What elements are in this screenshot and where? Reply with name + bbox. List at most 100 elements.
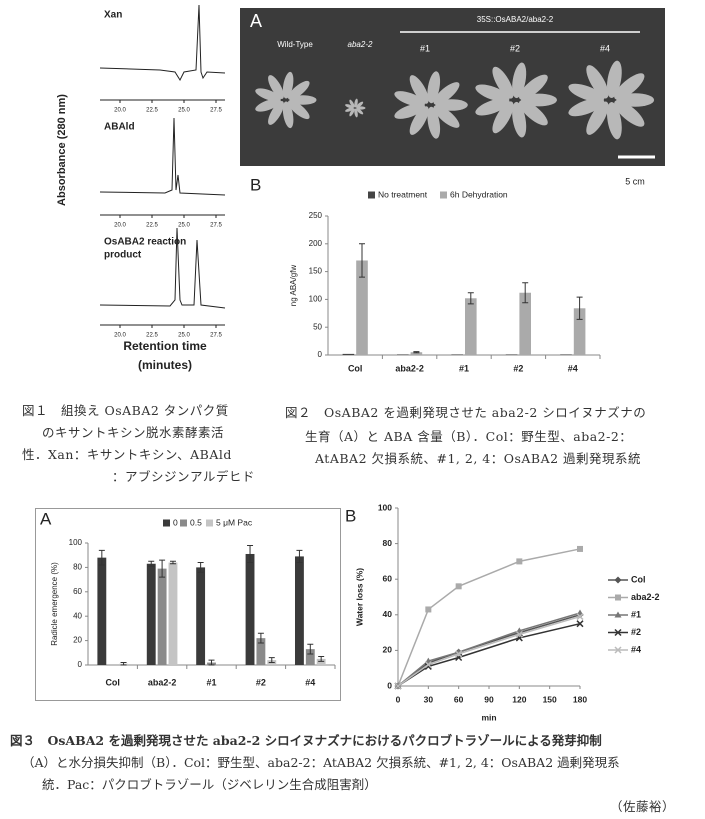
legend-label: Col	[631, 574, 646, 584]
leaf	[518, 74, 548, 100]
bar	[465, 298, 477, 355]
bar	[519, 292, 531, 355]
x-tick-label: 0	[396, 694, 401, 704]
x-tick-label: #4	[568, 363, 578, 373]
y-tick-label: 20	[73, 636, 82, 645]
legend-swatch	[440, 191, 447, 199]
x-tick-label: aba2-2	[395, 363, 424, 373]
y-axis-label: Radicle emergence (%)	[50, 562, 59, 646]
x-tick-label: 30	[424, 694, 434, 704]
x-tick-label: Col	[105, 677, 120, 687]
bar	[305, 649, 315, 665]
legend-label: 0.5	[190, 517, 202, 527]
bar	[168, 562, 178, 665]
caption: 図２ OsABA2 を過剰発現させた aba2-2 シロイヌナズナの	[285, 405, 647, 420]
leaf	[606, 102, 622, 140]
leaf	[586, 65, 609, 99]
photo-label: #1	[420, 43, 430, 53]
marker	[615, 594, 621, 601]
leaf	[355, 101, 364, 108]
group-label: 35S::OsABA2/aba2-2	[477, 15, 554, 24]
marker	[576, 620, 584, 628]
y-tick-label: 150	[309, 267, 323, 276]
x-tick-label: 22.5	[146, 108, 158, 114]
x-tick-label: 60	[454, 694, 464, 704]
leaf	[349, 108, 355, 117]
x-tick-label: #2	[256, 677, 266, 687]
y-tick-label: 0	[78, 660, 83, 669]
bar	[294, 556, 304, 665]
error-bar	[98, 549, 105, 566]
error-bar	[413, 351, 420, 354]
trace	[99, 227, 226, 309]
leaf	[255, 88, 281, 102]
error-bar	[307, 643, 314, 655]
chromatograms	[99, 4, 226, 326]
photo-label: #4	[600, 43, 610, 53]
panel-label: A	[250, 11, 262, 31]
panel-label: B	[345, 506, 356, 525]
x-tick-label: 27.5	[210, 223, 222, 229]
marker	[614, 628, 622, 637]
line	[397, 622, 581, 687]
error-bar	[268, 657, 275, 664]
x-axis-label: (minutes)	[138, 358, 192, 372]
caption: 図１ 組換え OsABA2 タンパク質	[22, 403, 229, 418]
leaf	[492, 66, 514, 99]
error-bar	[257, 632, 264, 644]
x-tick-label: 22.5	[146, 223, 158, 229]
leaf	[568, 83, 605, 102]
leaf	[614, 100, 645, 127]
plants	[255, 60, 655, 140]
bar	[573, 308, 586, 355]
bar	[410, 352, 423, 355]
x-tick-label: 120	[512, 694, 526, 704]
leaf	[394, 91, 426, 107]
legend-label: 6h Dehydration	[450, 189, 508, 199]
leaf	[614, 73, 645, 100]
legend-swatch	[206, 519, 213, 527]
error-bar	[169, 560, 176, 565]
x-tick-label: 25.0	[178, 223, 190, 229]
y-tick-label: 40	[73, 611, 82, 620]
panel-label: B	[250, 175, 261, 194]
y-tick-label: 200	[309, 239, 323, 248]
marker	[515, 630, 523, 638]
x-tick-label: aba2-2	[148, 677, 177, 687]
marker	[614, 611, 622, 618]
caption: （A）と水分損失抑制（B）．Col：野生型、aba2-2：AtABA2 欠損系統…	[22, 755, 620, 770]
y-axis-label: ng ABA/gfw	[289, 265, 298, 307]
leaf	[349, 99, 355, 108]
caption: 生育（A）と ABA 含量（B）．Col：野生型、aba2-2：	[305, 429, 633, 444]
leaf	[568, 98, 605, 117]
x-tick-label: 25.0	[178, 108, 190, 114]
legend-label: #1	[631, 609, 641, 619]
bar	[397, 354, 409, 355]
bar	[560, 354, 572, 355]
marker	[425, 606, 432, 613]
error-bar	[197, 562, 204, 573]
x-tick-label: 150	[543, 694, 557, 704]
y-tick-label: 80	[383, 538, 393, 548]
y-axis-label: Water loss (%)	[354, 568, 364, 626]
photo-label: Wild-Type	[277, 40, 313, 49]
x-tick-label: 22.5	[146, 333, 158, 339]
leaf	[586, 101, 609, 135]
legend-swatch	[163, 519, 170, 527]
marker	[455, 650, 463, 658]
x-tick-label: 25.0	[178, 333, 190, 339]
legend-label: aba2-2	[631, 592, 660, 602]
y-tick-label: 100	[69, 538, 83, 547]
leaf	[355, 108, 364, 115]
y-tick-label: 20	[383, 645, 393, 655]
y-tick-label: 0	[318, 350, 323, 359]
leaf	[512, 101, 527, 138]
y-tick-label: 40	[383, 609, 393, 619]
x-axis-label: min	[481, 712, 496, 722]
error-bar	[318, 655, 325, 662]
x-tick-label: #2	[513, 363, 523, 373]
bar	[97, 557, 107, 665]
marker	[516, 558, 523, 565]
